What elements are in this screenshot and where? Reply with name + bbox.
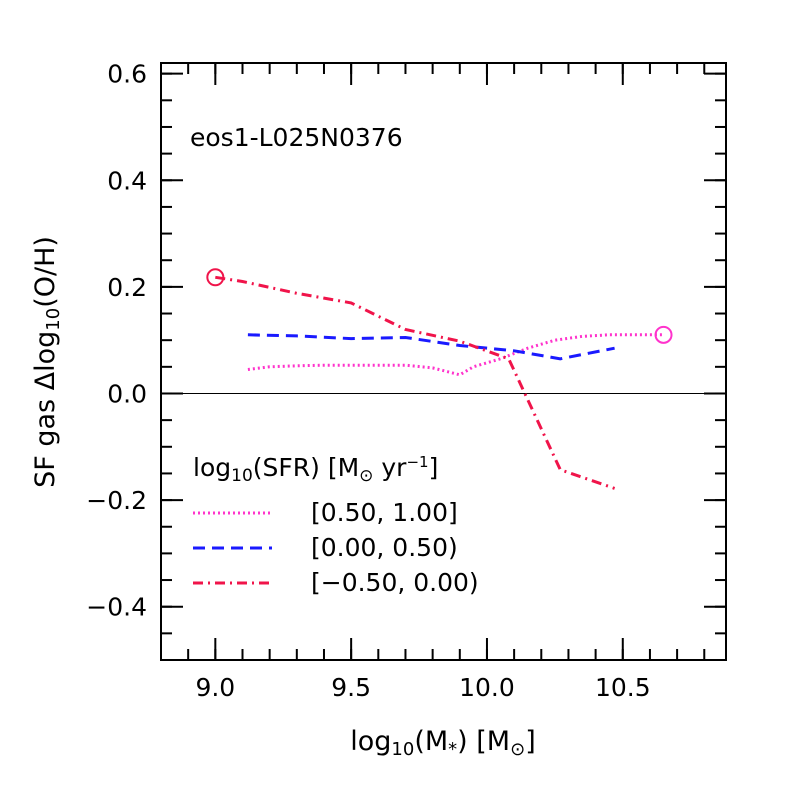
legend-title-log: log: [193, 453, 231, 482]
series-group: [206, 268, 673, 490]
series-line-1: [247, 333, 664, 377]
legend-title-sub: 10: [231, 466, 253, 486]
y-title-sub: 10: [43, 308, 64, 331]
series-end-marker: [654, 325, 673, 344]
legend-label: [−0.50, 0.00): [311, 568, 479, 597]
x-tick-label: 9.5: [331, 673, 371, 702]
x-title-close: ) [M: [457, 726, 510, 757]
legend-title-mid: (SFR) [M: [253, 453, 359, 482]
legend-label: [0.50, 1.00]: [311, 498, 458, 527]
x-tick-label: 10.0: [459, 673, 515, 702]
legend-label: [0.00, 0.50): [311, 533, 458, 562]
series-start-marker: [206, 268, 225, 287]
y-tick-label: −0.4: [86, 593, 147, 622]
legend-title: log10(SFR) [M⊙ yr−1]: [193, 453, 438, 486]
y-tick-label: 0.2: [107, 273, 147, 302]
x-title-log: log: [350, 726, 391, 757]
plot-frame: [160, 62, 727, 661]
x-title-open: (M: [414, 726, 448, 757]
y-title-prefix: SF gas Δlog: [30, 331, 61, 488]
series-line-3: [215, 275, 616, 490]
x-title-star: *: [448, 739, 457, 760]
y-axis-title: SF gas Δlog10(O/H): [30, 236, 64, 488]
y-tick-label: −0.2: [86, 486, 147, 515]
x-title-sub: 10: [391, 739, 414, 760]
tick-labels-group: 9.0 9.5 10.0 10.5 −0.4 −0.2 0.0 0.2 0.4 0.6: [86, 60, 650, 702]
series-line-2: [247, 333, 615, 361]
x-axis-title: log10(M*) [M⊙]: [350, 726, 536, 760]
x-title-end: ]: [525, 726, 536, 757]
legend-title-sun: ⊙: [359, 466, 373, 486]
x-tick-label: 10.5: [595, 673, 651, 702]
y-title-suffix: (O/H): [30, 236, 61, 308]
y-tick-label: 0.0: [107, 379, 147, 408]
x-title-sun: ⊙: [510, 739, 525, 760]
annotation-text: eos1-L025N0376: [190, 123, 403, 152]
y-tick-label: 0.4: [107, 166, 147, 195]
x-tick-label: 9.0: [195, 673, 235, 702]
legend-title-end: ]: [429, 453, 439, 482]
legend-title-unit: yr: [373, 453, 407, 482]
legend-title-exp: −1: [406, 453, 428, 471]
y-tick-label: 0.6: [107, 60, 147, 89]
legend: log10(SFR) [M⊙ yr−1] [0.50, 1.00] [0.00, …: [193, 453, 479, 597]
